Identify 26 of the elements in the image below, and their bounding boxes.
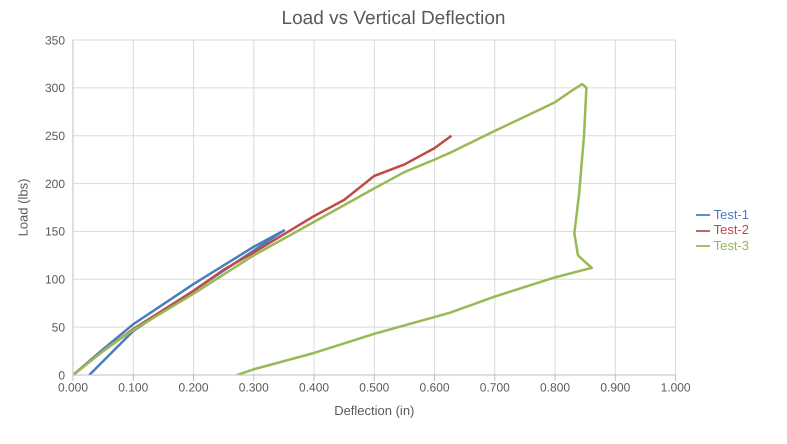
x-tick-label: 0.100: [118, 380, 149, 395]
x-tick-label: 0.800: [540, 380, 570, 395]
chart-title: Load vs Vertical Deflection: [280, 8, 506, 30]
y-tick-label: 250: [44, 128, 66, 143]
x-tick-label: 1.000: [660, 380, 691, 395]
line-series: [73, 82, 594, 375]
x-tick-label: 0.700: [480, 380, 510, 395]
y-tick-label: 50: [52, 320, 66, 334]
x-tick-label: 0.600: [420, 380, 450, 395]
x-tick-label: 0.300: [238, 380, 270, 395]
x-tick-label: 0.500: [359, 380, 390, 395]
y-tick-label: 100: [44, 272, 66, 287]
y-tick-label: 200: [44, 176, 66, 191]
x-tick-label: 0.000: [58, 380, 88, 395]
legend-label: Test-1: [714, 206, 749, 222]
x-tick-label: 0.900: [600, 380, 631, 395]
x-axis-title: Deflection (in): [334, 403, 414, 418]
y-tick-label: 150: [44, 224, 66, 239]
x-tick-label: 0.200: [178, 380, 209, 395]
y-axis-title: Load (lbs): [16, 178, 31, 236]
y-tick-label: 350: [44, 33, 66, 48]
y-tick-label: 0: [58, 368, 66, 382]
x-tick-label: 0.400: [299, 380, 330, 395]
legend-label: Test-2: [714, 222, 749, 238]
y-tick-label: 300: [44, 81, 66, 96]
legend-label: Test-3: [714, 238, 749, 253]
